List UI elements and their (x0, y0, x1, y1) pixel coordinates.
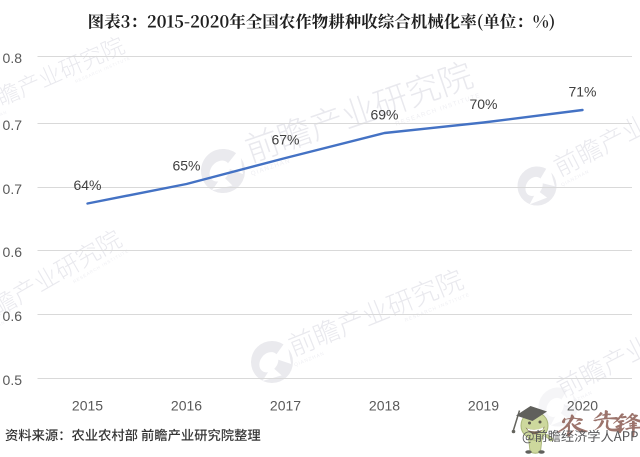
svg-text:2020: 2020 (567, 398, 598, 414)
svg-text:0.8: 0.8 (3, 50, 23, 66)
svg-text:64%: 64% (73, 177, 101, 193)
svg-text:69%: 69% (370, 107, 398, 123)
svg-text:2016: 2016 (171, 398, 202, 414)
svg-text:2017: 2017 (270, 398, 301, 414)
svg-text:65%: 65% (172, 158, 200, 174)
svg-text:2015: 2015 (72, 398, 103, 414)
svg-text:2019: 2019 (468, 398, 499, 414)
svg-text:0.7: 0.7 (3, 117, 23, 133)
svg-text:0.7: 0.7 (3, 181, 23, 197)
svg-text:67%: 67% (271, 132, 299, 148)
svg-text:0.5: 0.5 (3, 372, 23, 388)
svg-text:0.6: 0.6 (3, 308, 23, 324)
svg-text:71%: 71% (568, 84, 596, 100)
svg-text:2018: 2018 (369, 398, 400, 414)
svg-text:0.6: 0.6 (3, 244, 23, 260)
svg-text:70%: 70% (469, 96, 497, 112)
